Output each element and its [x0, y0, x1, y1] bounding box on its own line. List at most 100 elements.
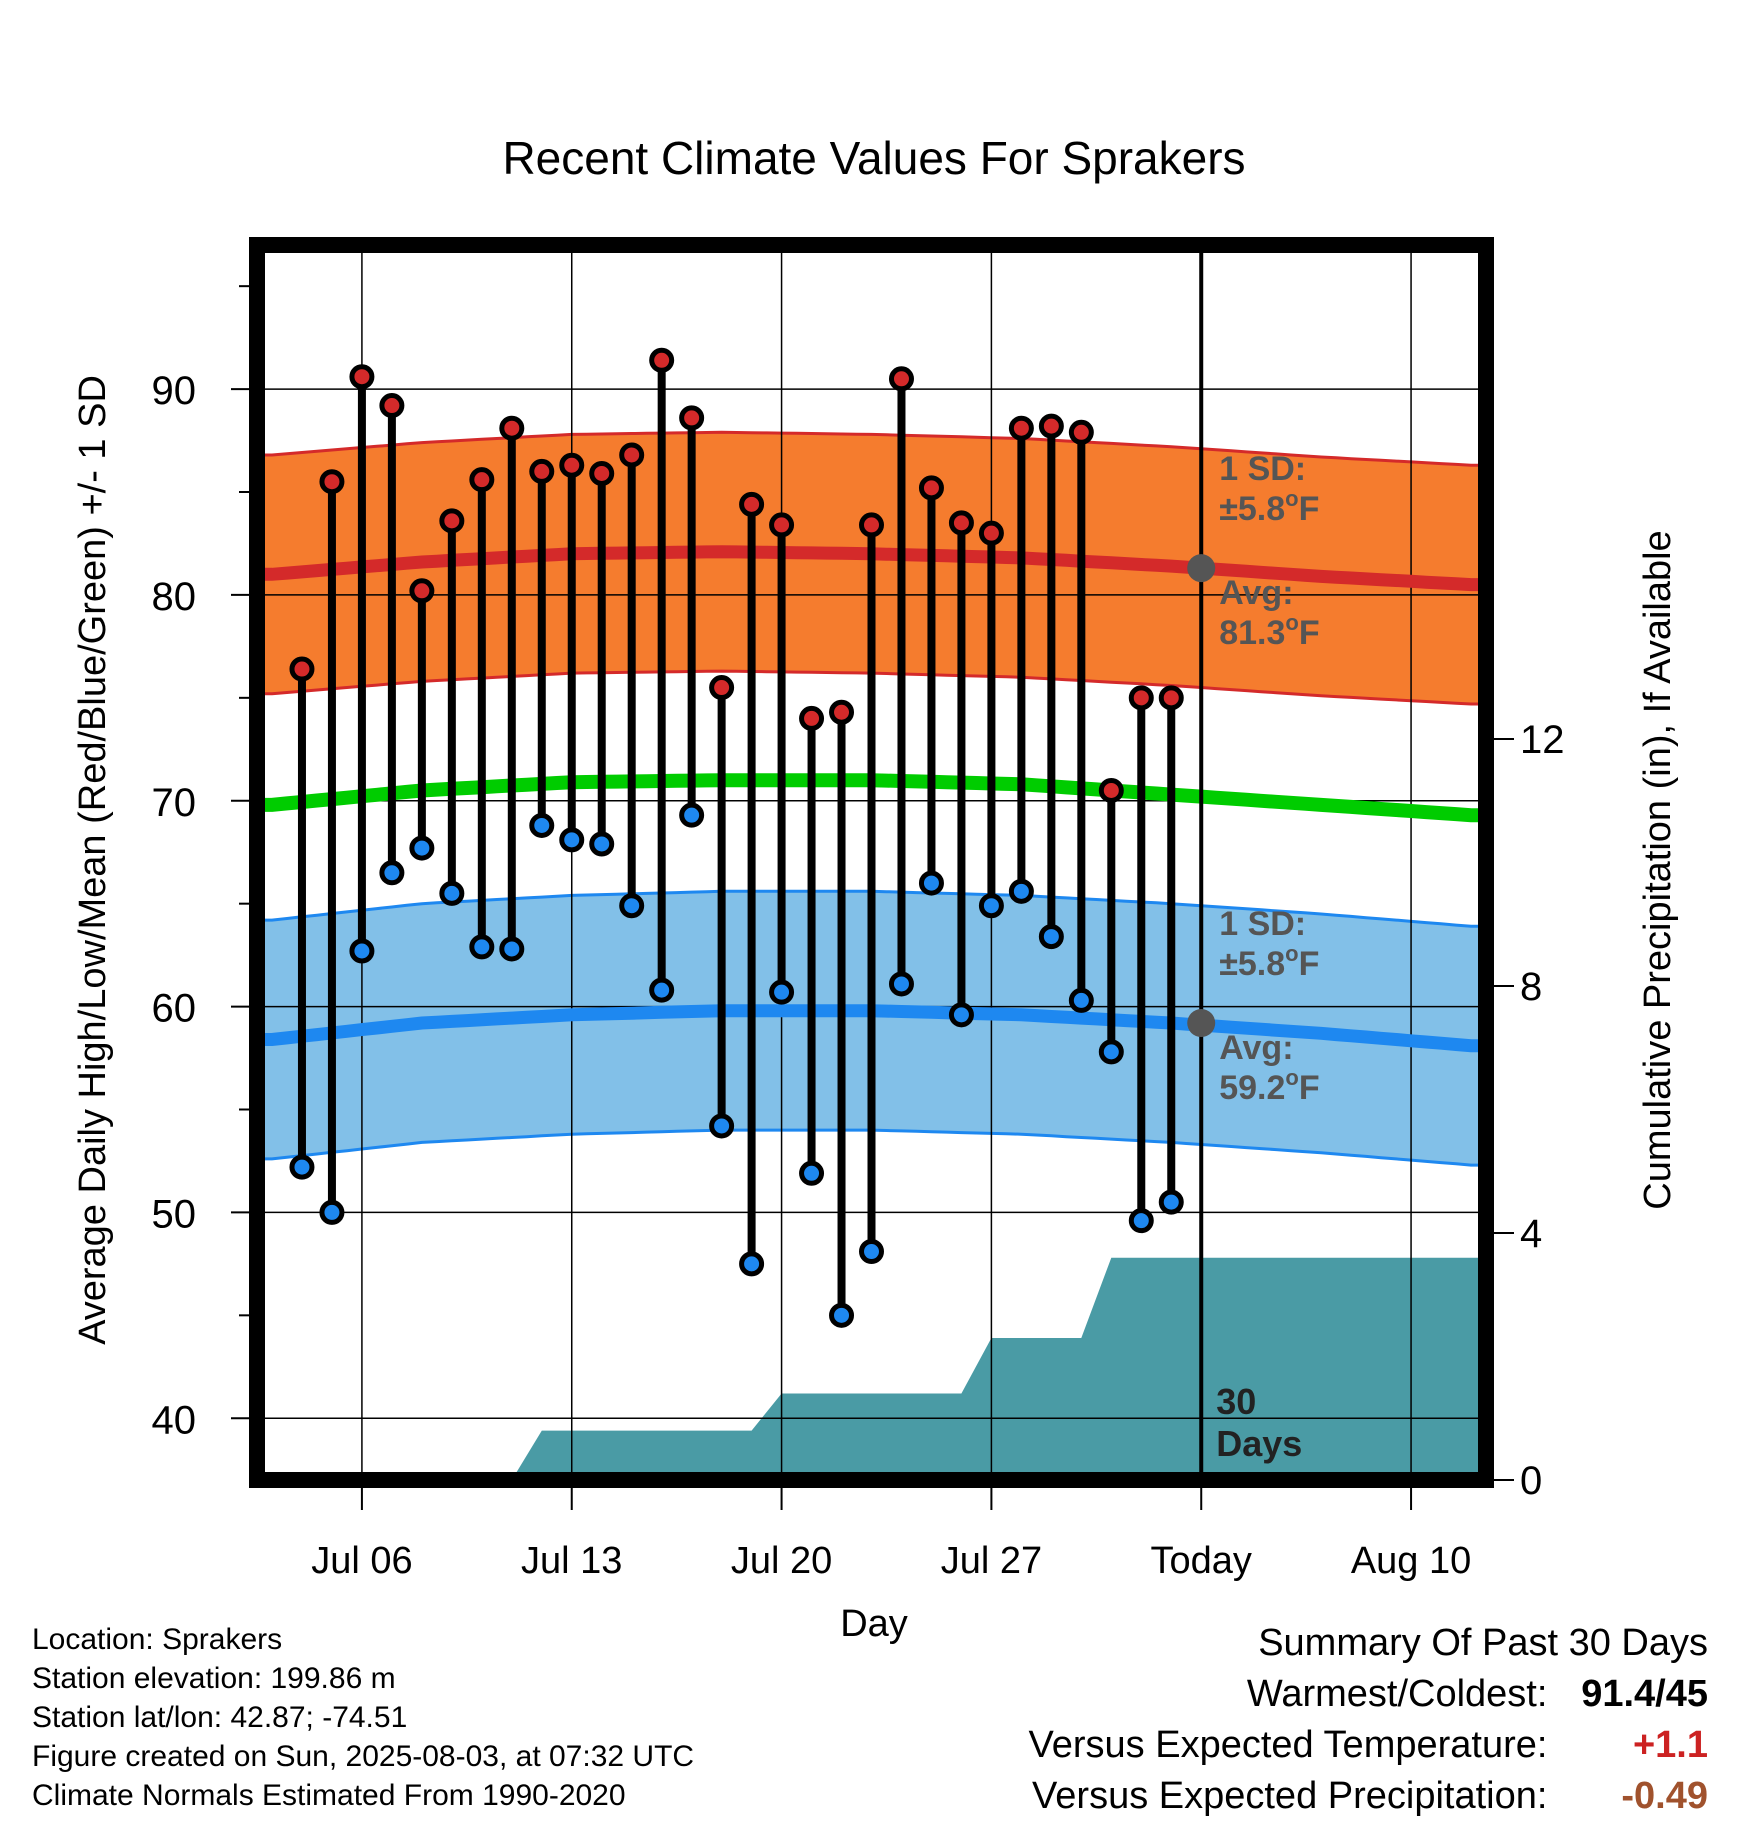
daily-low-point: [709, 1113, 735, 1139]
daily-high-point: [1008, 415, 1034, 441]
daily-high-point: [769, 512, 795, 538]
y-tick-label-left: 80: [152, 575, 197, 619]
daily-high-point: [439, 508, 465, 534]
daily-low-point: [409, 835, 435, 861]
daily-high-point: [829, 699, 855, 725]
today-high-avg-marker: [1187, 554, 1216, 583]
daily-low-point: [948, 1002, 974, 1028]
y-tick-label-left: 60: [152, 987, 197, 1031]
daily-high-point: [1158, 685, 1184, 711]
daily-high-point: [469, 467, 495, 493]
today-high-avg-label: Avg:: [1219, 574, 1293, 612]
x-tick-label: Jul 13: [521, 1540, 622, 1582]
y-tick-label-left: 70: [152, 781, 197, 825]
daily-low-point: [559, 827, 585, 853]
daily-high-point: [918, 475, 944, 501]
daily-high-point: [978, 520, 1004, 546]
daily-low-point: [829, 1302, 855, 1328]
y-axis-label-right: Cumulative Precipitation (in), If Availa…: [1637, 530, 1679, 1209]
daily-high-point: [739, 491, 765, 517]
days-label-number: 30: [1216, 1381, 1256, 1422]
summary-panel: Summary Of Past 30 Days Warmest/Coldest:…: [1029, 1618, 1708, 1822]
y-tick-label-left: 50: [152, 1192, 197, 1236]
chart-title: Recent Climate Values For Sprakers: [502, 132, 1245, 184]
today-low-avg-marker: [1187, 1009, 1216, 1038]
daily-high-point: [619, 442, 645, 468]
x-axis-label: Day: [840, 1603, 908, 1645]
daily-high-point: [319, 469, 345, 495]
info-location: Location: Sprakers: [32, 1623, 283, 1656]
daily-low-point: [619, 893, 645, 919]
daily-high-point: [559, 452, 585, 478]
daily-low-point: [769, 979, 795, 1005]
daily-low-point: [469, 934, 495, 960]
daily-low-point: [739, 1251, 765, 1277]
y-tick-label-right: 4: [1520, 1212, 1542, 1256]
daily-high-point: [1038, 413, 1064, 439]
daily-low-point: [529, 812, 555, 838]
station-info: Location: Sprakers Station elevation: 19…: [32, 1620, 694, 1815]
daily-low-point: [799, 1160, 825, 1186]
daily-low-point: [888, 971, 914, 997]
daily-high-point: [888, 366, 914, 392]
today-low-avg-label: Avg:: [1219, 1029, 1293, 1067]
daily-high-point: [709, 675, 735, 701]
x-tick-label: Jul 20: [731, 1540, 832, 1582]
y-tick-label-right: 8: [1520, 965, 1542, 1009]
daily-low-point: [1068, 987, 1094, 1013]
summary-precip-label: Versus Expected Precipitation:: [1032, 1775, 1548, 1817]
today-high-sd-label: 1 SD:: [1219, 450, 1306, 488]
today-low-sd-value: ±5.8oF: [1219, 941, 1319, 983]
summary-warmest-label: Warmest/Coldest:: [1246, 1673, 1548, 1715]
plot-frame: [249, 237, 1494, 1488]
daily-high-point: [529, 458, 555, 484]
info-elevation: Station elevation: 199.86 m: [32, 1662, 396, 1695]
daily-high-point: [948, 510, 974, 536]
today-high-avg-value: 81.3oF: [1219, 610, 1319, 652]
daily-low-point: [1038, 924, 1064, 950]
summary-temp-label: Versus Expected Temperature:: [1028, 1724, 1548, 1766]
summary-temp-value: +1.1: [1632, 1724, 1708, 1766]
today-low-sd-label: 1 SD:: [1219, 905, 1306, 943]
daily-high-point: [289, 656, 315, 682]
daily-low-point: [1158, 1189, 1184, 1215]
y-tick-label-left: 40: [152, 1398, 197, 1442]
days-label-text: Days: [1216, 1423, 1302, 1464]
today-low-avg-value: 59.2oF: [1219, 1065, 1319, 1107]
daily-high-point: [859, 512, 884, 538]
summary-warmest-value: 91.4/45: [1581, 1673, 1708, 1715]
daily-low-point: [1008, 878, 1034, 904]
daily-high-point: [409, 578, 435, 604]
daily-low-point: [499, 936, 525, 962]
daily-low-point: [439, 880, 465, 906]
daily-low-point: [319, 1199, 345, 1225]
daily-high-point: [649, 347, 675, 373]
summary-temp-row: Versus Expected Temperature: +1.1: [1029, 1720, 1708, 1771]
daily-high-point: [679, 405, 705, 431]
daily-low-point: [859, 1239, 884, 1265]
daily-high-point: [589, 460, 615, 486]
summary-warmest-row: Warmest/Coldest: 91.4/45: [1029, 1669, 1708, 1720]
daily-low-point: [349, 938, 375, 964]
daily-low-point: [379, 860, 405, 886]
y-axis-label-left: Average Daily High/Low/Mean (Red/Blue/Gr…: [72, 375, 114, 1345]
today-high-sd-value: ±5.8oF: [1219, 486, 1319, 528]
info-created: Figure created on Sun, 2025-08-03, at 07…: [32, 1740, 695, 1773]
x-tick-label: Jul 06: [311, 1540, 412, 1582]
daily-low-point: [589, 831, 615, 857]
high-sd-upper-edge: [257, 430, 1486, 467]
daily-high-point: [799, 705, 825, 731]
summary-precip-value: -0.49: [1621, 1775, 1708, 1817]
daily-high-point: [1068, 419, 1094, 445]
y-tick-label-left: 90: [152, 369, 197, 413]
daily-high-point: [349, 364, 375, 390]
summary-title: Summary Of Past 30 Days: [1258, 1622, 1708, 1664]
daily-low-point: [1098, 1039, 1124, 1065]
y-tick-label-right: 12: [1520, 718, 1565, 762]
daily-low-point: [978, 893, 1004, 919]
daily-low-point: [1128, 1208, 1154, 1234]
summary-precip-row: Versus Expected Precipitation: -0.49: [1029, 1771, 1708, 1822]
daily-high-point: [499, 415, 525, 441]
